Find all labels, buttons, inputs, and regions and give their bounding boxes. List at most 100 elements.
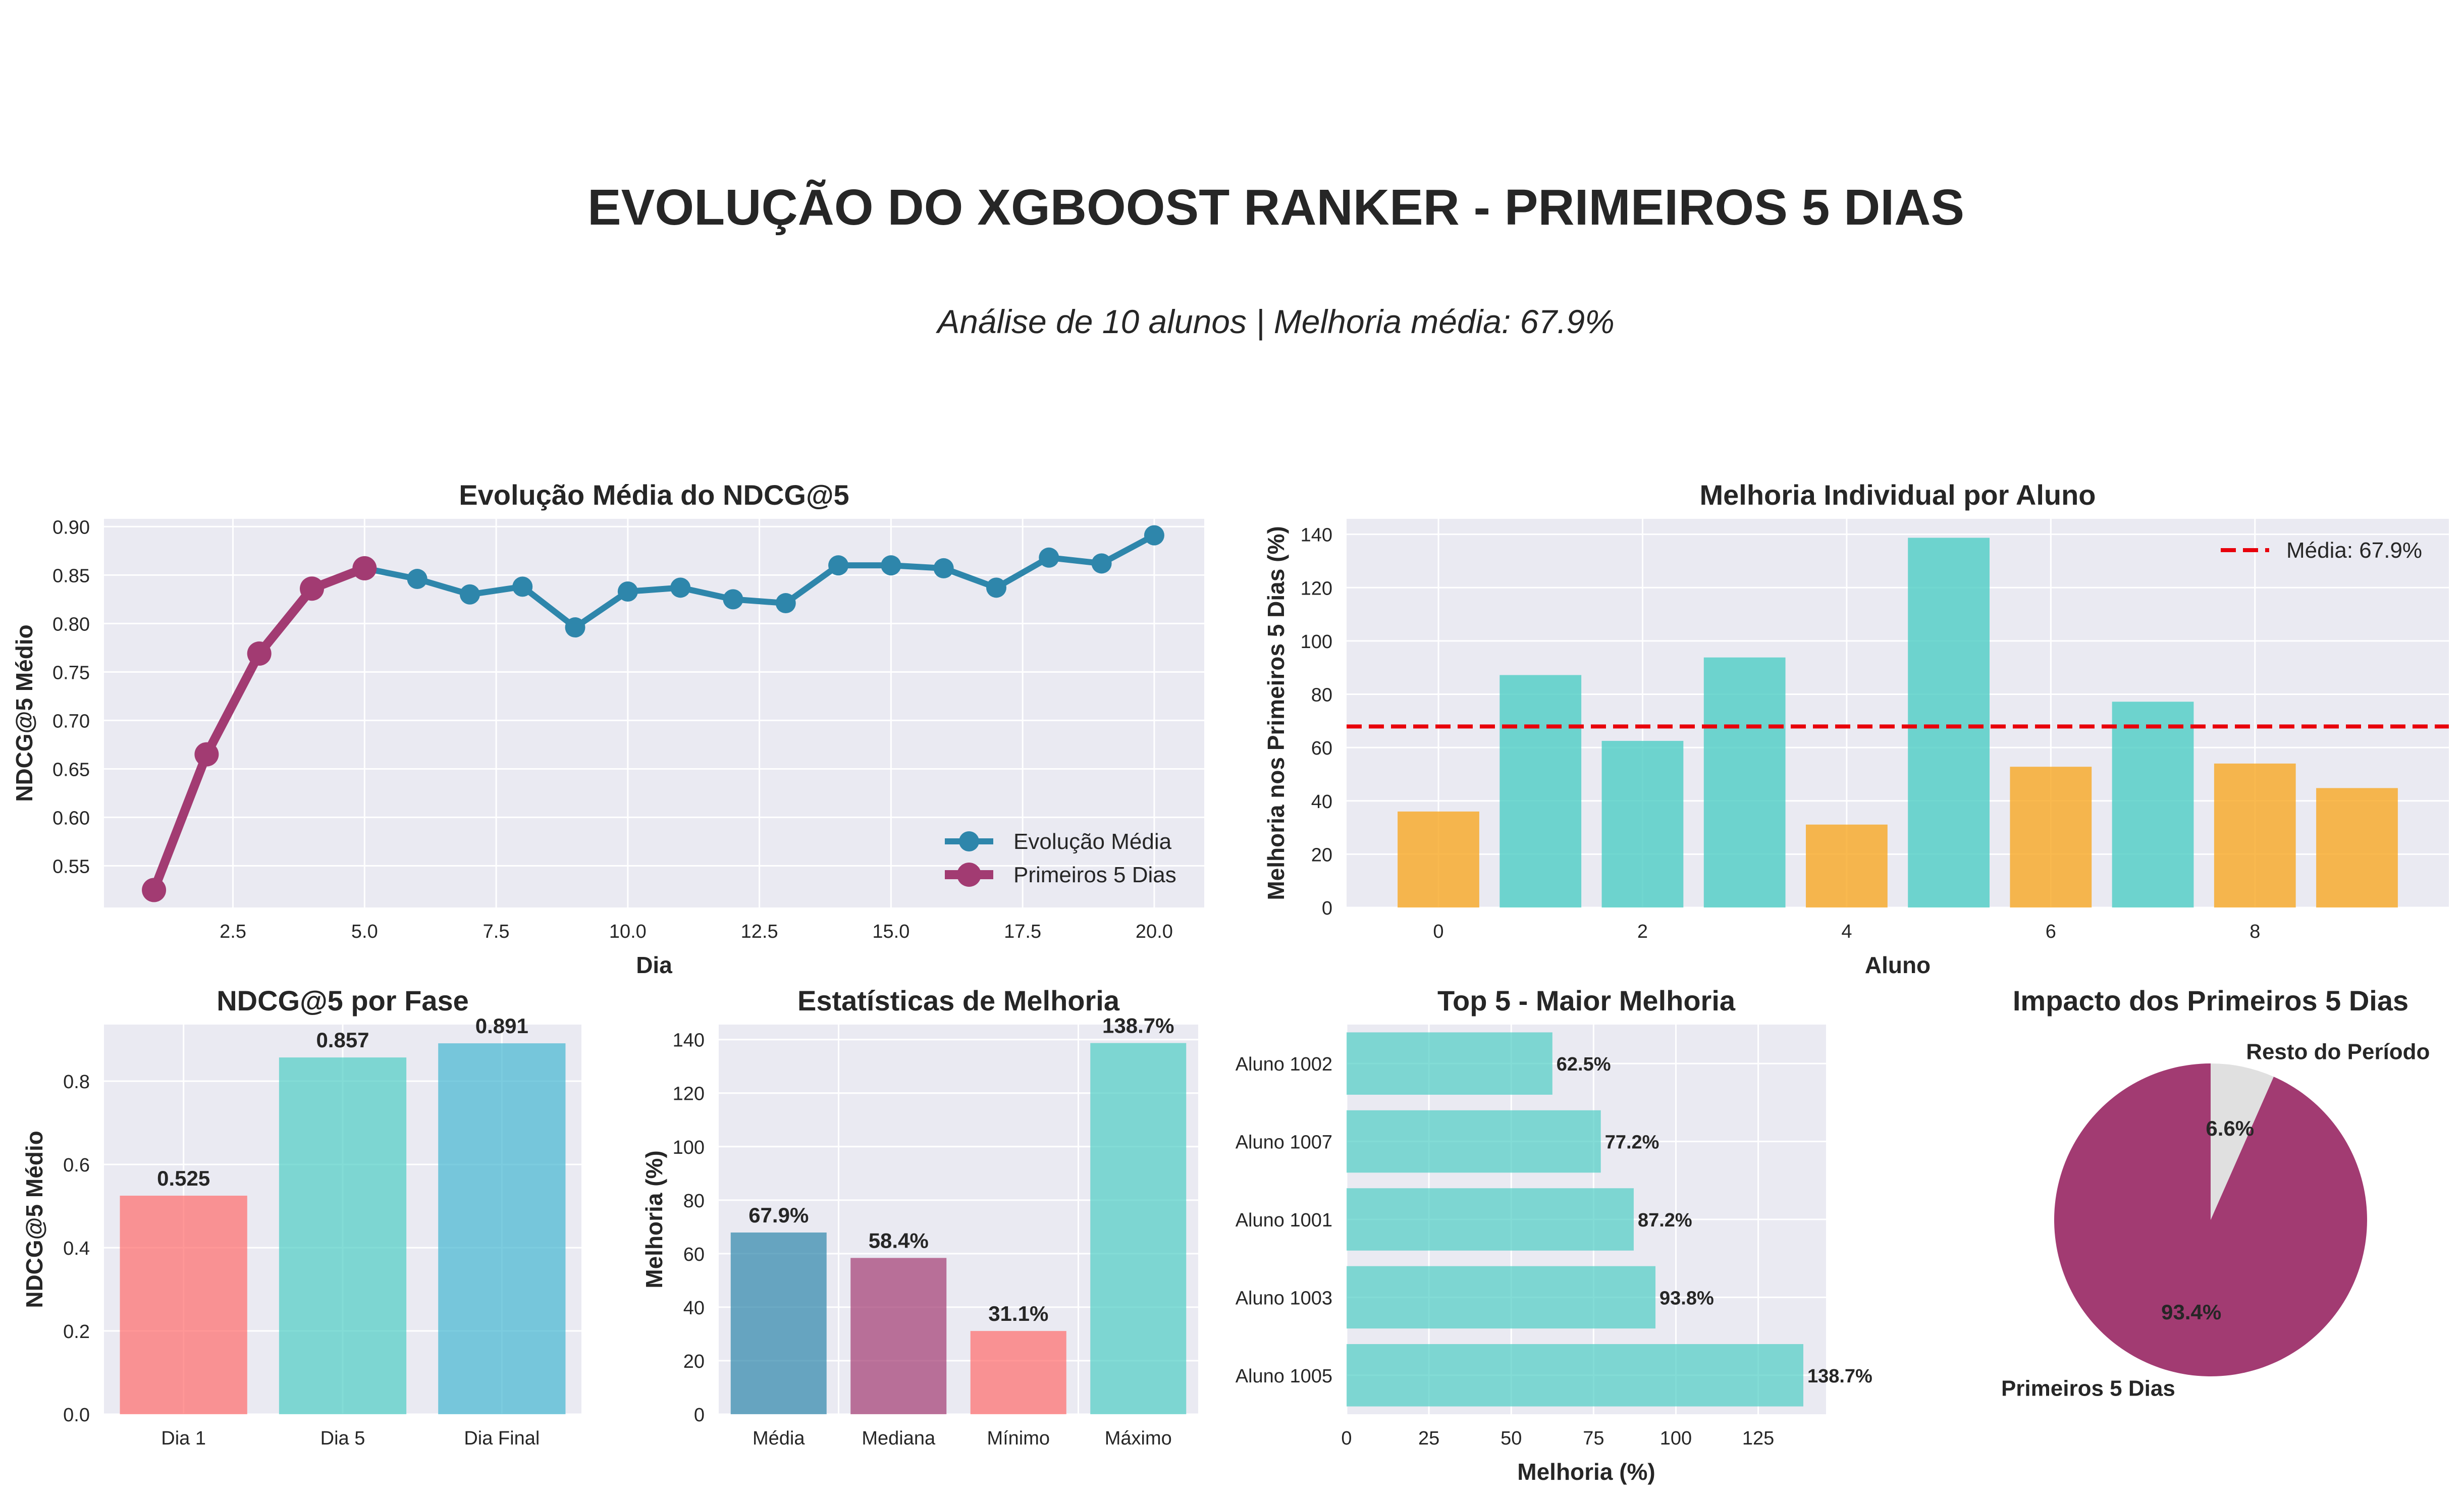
y-tick-label: Aluno 1002 [1236, 1054, 1332, 1075]
bar [850, 1258, 947, 1414]
chart-phase: 0.525 Dia 1 0.857 Dia 5 0.891 Dia Final 0.0 0.2… [21, 985, 581, 1449]
bar [120, 1195, 247, 1414]
y-tick-label: 20 [1311, 844, 1332, 866]
data-point [1039, 547, 1059, 568]
data-point [1144, 525, 1164, 546]
x-axis-label: Melhoria (%) [1517, 1459, 1655, 1485]
y-tick-label: 140 [673, 1030, 705, 1051]
x-tick-label: 125 [1742, 1428, 1774, 1449]
bar [438, 1043, 566, 1414]
x-tick-label: 17.5 [1004, 921, 1041, 942]
data-point [459, 584, 480, 605]
x-tick-label: 0 [1341, 1428, 1352, 1449]
bar [2214, 763, 2296, 907]
data-point [617, 581, 638, 602]
pie-pct-label: 93.4% [2161, 1300, 2221, 1324]
y-tick-label: Aluno 1001 [1236, 1210, 1332, 1231]
data-point [881, 555, 901, 576]
chart-title: Estatísticas de Melhoria [797, 985, 1120, 1017]
data-label: 0.891 [475, 1014, 528, 1038]
data-point [723, 589, 743, 610]
x-tick-label: Dia Final [464, 1428, 540, 1449]
plot-background [104, 519, 1204, 907]
x-tick-label: 7.5 [483, 921, 510, 942]
x-tick-label: Média [753, 1428, 805, 1449]
x-tick-label: 25 [1418, 1428, 1439, 1449]
y-tick-label: 20 [683, 1351, 705, 1372]
y-tick-label: Aluno 1007 [1236, 1132, 1332, 1153]
y-tick-label: 0.90 [52, 517, 90, 538]
bar [2112, 702, 2194, 907]
figure-subtitle: Análise de 10 alunos | Melhoria média: 6… [935, 303, 1615, 341]
pie-label: Primeiros 5 Dias [2001, 1376, 2175, 1401]
x-tick-label: 20.0 [1136, 921, 1173, 942]
y-tick-label: 0.2 [63, 1321, 90, 1343]
data-point [247, 641, 272, 666]
pie-slice [2211, 1063, 2274, 1220]
chart-evolution: 2.5 5.0 7.5 10.0 12.5 15.0 17.5 20.0 0.55 0.60 0.6… [11, 479, 1204, 978]
chart-title: Impacto dos Primeiros 5 Dias [2013, 985, 2408, 1017]
pie-pct-label: 6.6% [2206, 1116, 2254, 1140]
bar [279, 1057, 407, 1414]
bar [1347, 1344, 1803, 1407]
data-point [512, 576, 533, 597]
y-tick-label: 0.80 [52, 614, 90, 635]
bar [2316, 788, 2398, 907]
y-tick-label: 0.75 [52, 662, 90, 683]
y-tick-label: 100 [673, 1137, 705, 1158]
x-tick-label: 5.0 [351, 921, 378, 942]
y-tick-label: 0.0 [63, 1405, 90, 1426]
x-tick-label: 12.5 [741, 921, 778, 942]
data-point [142, 878, 167, 902]
data-point [407, 569, 427, 590]
x-tick-label: 75 [1583, 1428, 1604, 1449]
data-point [670, 577, 691, 598]
data-label: 67.9% [748, 1203, 809, 1227]
x-tick-label: 8 [2249, 921, 2260, 942]
data-label: 77.2% [1605, 1132, 1659, 1153]
legend-marker [957, 863, 981, 887]
legend-label: Média: 67.9% [2286, 538, 2422, 563]
y-tick-label: 0.8 [63, 1072, 90, 1093]
y-tick-label: 40 [1311, 791, 1332, 813]
data-label: 87.2% [1638, 1210, 1692, 1231]
chart-impact: 93.4% Primeiros 5 Dias 6.6% Resto do Períod… [2001, 985, 2430, 1401]
y-tick-label: 0.65 [52, 759, 90, 780]
data-label: 62.5% [1557, 1054, 1611, 1075]
chart-top5: 62.5% Aluno 1002 77.2% Aluno 1007 87.2% Aluno… [1236, 985, 1872, 1485]
bar [1398, 811, 1479, 907]
y-tick-label: 100 [1301, 631, 1332, 653]
data-label: 138.7% [1807, 1366, 1872, 1387]
x-tick-label: 4 [1841, 921, 1852, 942]
y-tick-label: 0.6 [63, 1155, 90, 1176]
x-tick-label: Mínimo [987, 1428, 1050, 1449]
bar [1347, 1110, 1601, 1173]
legend-label: Primeiros 5 Dias [1013, 863, 1176, 887]
data-point [194, 742, 219, 767]
data-point [986, 577, 1006, 598]
y-tick-label: 0.55 [52, 856, 90, 877]
y-tick-label: 60 [683, 1244, 705, 1265]
bar [1499, 675, 1582, 907]
data-label: 0.857 [316, 1028, 369, 1052]
x-tick-label: 10.0 [609, 921, 647, 942]
y-tick-label: 0 [1322, 898, 1332, 919]
x-tick-label: 2.5 [220, 921, 246, 942]
figure-title: EVOLUÇÃO DO XGBOOST RANKER - PRIMEIROS 5… [587, 179, 1964, 236]
y-axis-label: NDCG@5 Médio [21, 1131, 47, 1308]
data-point [1091, 553, 1112, 574]
y-tick-label: 0.85 [52, 565, 90, 586]
data-point [775, 593, 796, 614]
x-tick-label: Máximo [1105, 1428, 1172, 1449]
bar [970, 1331, 1066, 1414]
y-tick-label: 0.70 [52, 711, 90, 732]
bar [1806, 824, 1888, 907]
x-tick-label: 0 [1433, 921, 1443, 942]
legend-marker [959, 831, 979, 851]
x-tick-label: Dia 1 [161, 1428, 206, 1449]
chart-title: NDCG@5 por Fase [217, 985, 469, 1017]
data-point [828, 555, 849, 576]
